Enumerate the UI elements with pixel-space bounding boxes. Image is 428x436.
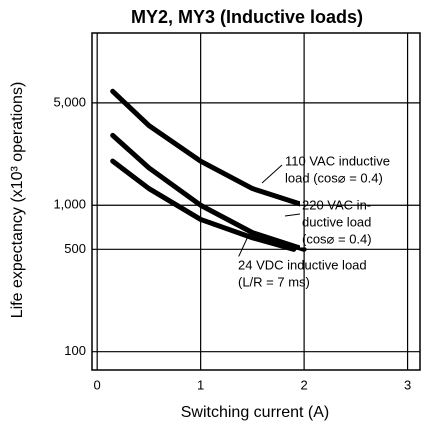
annotation-bg: [300, 213, 374, 231]
annotation: 110 VAC inductive: [285, 153, 390, 168]
plot-frame: [91, 32, 421, 371]
annotation-bg: [236, 273, 312, 291]
y-axis-label: Life expectancy (x10³ operations): [9, 82, 26, 319]
leader: [261, 164, 283, 184]
annotation: ductive load: [302, 214, 371, 229]
y-tick-label: 1,000: [53, 197, 86, 212]
curve: [110, 132, 307, 252]
x-tick-label: 1: [197, 377, 204, 392]
annotation: (L/R = 7 ms): [238, 274, 310, 289]
annotation: load (cos⌀ = 0.4): [285, 170, 383, 185]
x-tick-label: 3: [404, 377, 411, 392]
y-tick-label: 5,000: [53, 94, 86, 109]
x-tick-label: 0: [94, 377, 101, 392]
annotation-bg: [236, 256, 369, 274]
curve: [110, 88, 307, 208]
annotation: (cos⌀ = 0.4): [302, 231, 372, 246]
annotation: 24 VDC inductive load: [238, 257, 367, 272]
x-tick-label: 2: [300, 377, 307, 392]
leader: [237, 231, 251, 259]
annotation-bg: [283, 152, 393, 170]
annotation-bg: [300, 230, 374, 248]
x-axis-label: Switching current (A): [181, 404, 330, 421]
leaders: [237, 164, 301, 259]
chart-title: MY2, MY3 (Inductive loads): [131, 7, 363, 27]
y-tick-label: 500: [64, 241, 86, 256]
annotation-bg: [283, 169, 385, 187]
leader: [284, 213, 301, 217]
y-tick-label: 100: [64, 343, 86, 358]
